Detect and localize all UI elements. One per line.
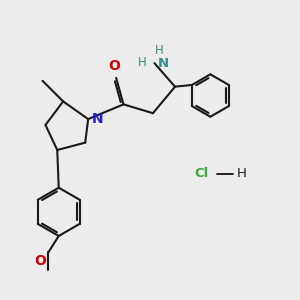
Text: H: H bbox=[138, 56, 147, 69]
Text: Cl: Cl bbox=[195, 167, 209, 180]
Text: O: O bbox=[34, 254, 46, 268]
Text: N: N bbox=[158, 57, 169, 70]
Text: H: H bbox=[154, 44, 163, 57]
Text: H: H bbox=[237, 167, 247, 180]
Text: O: O bbox=[109, 58, 121, 73]
Text: N: N bbox=[92, 112, 103, 126]
